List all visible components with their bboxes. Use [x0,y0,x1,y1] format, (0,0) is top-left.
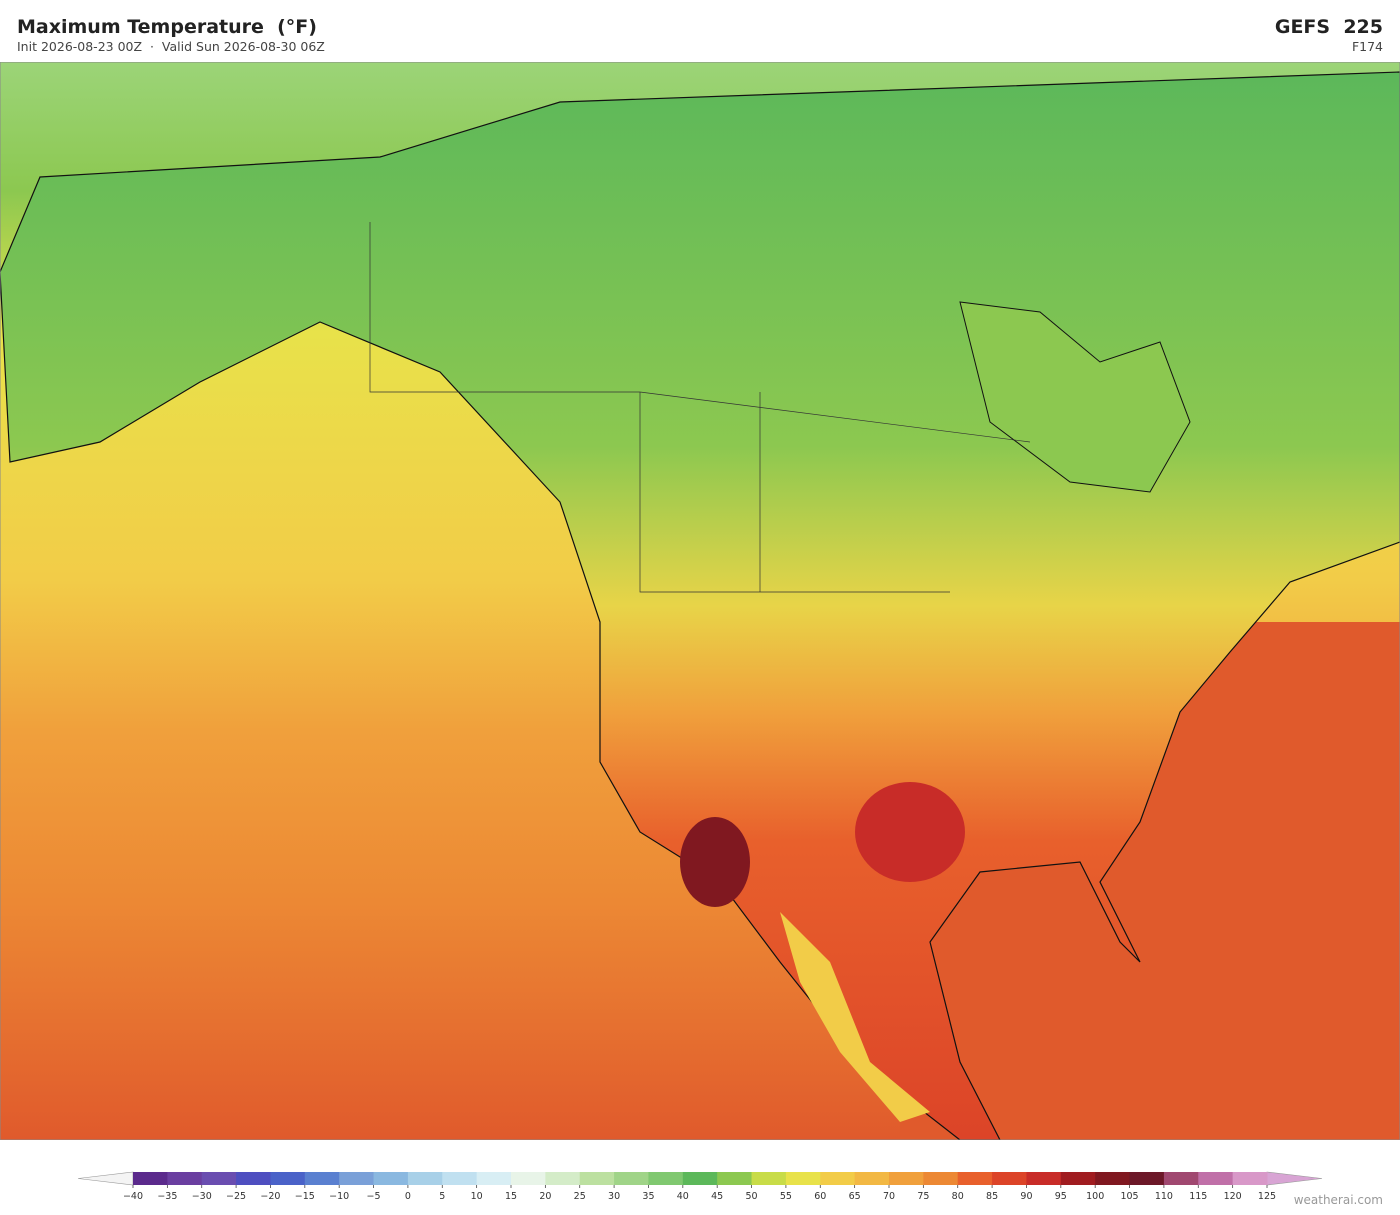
colorbar-tick-label: 80 [952,1191,964,1202]
colorbar-tick-label: 75 [917,1191,929,1202]
colorbar-swatch [785,1172,821,1185]
colorbar-tick-label: −15 [295,1191,315,1202]
colorbar-swatch [442,1172,478,1185]
colorbar-tick-label: 65 [849,1191,861,1202]
borders [369,222,1031,593]
subtitle: Init 2026-08-23 00Z · Valid Sun 2026-08-… [17,39,325,54]
mexico-plateau [780,912,930,1122]
colorbar-swatch [476,1172,512,1185]
colorbar-tick-label: 100 [1086,1191,1104,1202]
title: Maximum Temperature (°F) [17,16,317,38]
colorbar-tick-label: −30 [192,1191,212,1202]
colorbar-tick-label: 110 [1155,1191,1173,1202]
colorbar-swatch [1026,1172,1062,1185]
colorbar-under [77,1171,134,1186]
colorbar-swatch [717,1172,753,1185]
colorbar-swatch [579,1172,615,1185]
colorbar-swatch [1060,1172,1096,1185]
hot-spot [855,782,965,882]
colorbar-tick-label: 0 [405,1191,411,1202]
colorbar-swatch [992,1172,1027,1185]
model: GEFS 225 [1274,16,1383,38]
colorbar-swatch [1163,1172,1199,1185]
colorbar-swatch [511,1172,546,1185]
colorbar-swatch [751,1172,787,1185]
colorbar-swatch [923,1172,959,1185]
colorbar-tick-label: −10 [329,1191,349,1202]
colorbar-tick-label: 50 [745,1191,757,1202]
forecast-hour: F174 [1351,39,1383,54]
colorbar-tick-label: −35 [157,1191,177,1202]
colorbar-tick-label: 35 [642,1191,654,1202]
colorbar-tick-label: 5 [439,1191,445,1202]
colorbar-swatch [339,1172,375,1185]
colorbar-tick-label: 60 [814,1191,826,1202]
hudson-bay [959,301,1191,493]
colorbar-swatch [236,1172,271,1185]
map [0,62,1400,1140]
colorbar-swatch [167,1172,203,1185]
colorbar-tick-label: −40 [123,1191,143,1202]
colorbar-swatch [889,1172,924,1185]
colorbar-swatch [270,1172,306,1185]
colorbar: −40 −35 −30 −25 −20 −15 −10 −5 0 5 10 15 20 25 30 35 40 4… [77,1171,1323,1202]
colorbar-swatch [407,1172,443,1185]
colorbar-tick-label: 40 [677,1191,689,1202]
colorbar-tick-label: 90 [1020,1191,1032,1202]
colorbar-tick-label: −20 [260,1191,280,1202]
colorbar-tick-label: 105 [1120,1191,1138,1202]
colorbar-swatch [1129,1172,1165,1185]
colorbar-tick-label: 120 [1224,1191,1242,1202]
colorbar-tick-label: 85 [986,1191,998,1202]
colorbar-swatch [614,1172,649,1185]
credit: weatherai.com [1293,1193,1383,1207]
colorbar-swatch [373,1172,409,1185]
hot-spot [680,817,750,907]
colorbar-swatch [133,1172,168,1185]
colorbar-swatch [1198,1172,1234,1185]
colorbar-swatch [304,1172,340,1185]
colorbar-tick-label: 45 [711,1191,723,1202]
colorbar-tick-label: 55 [780,1191,792,1202]
colorbar-swatch [1232,1172,1268,1185]
colorbar-tick-label: 115 [1189,1191,1207,1202]
colorbar-tick-label: 10 [471,1191,483,1202]
colorbar-tick-label: 20 [539,1191,551,1202]
colorbar-swatch [648,1172,684,1185]
colorbar-tick-label: 25 [574,1191,586,1202]
colorbar-over [1266,1171,1323,1186]
colorbar-swatch [854,1172,890,1185]
colorbar-swatch [201,1172,237,1185]
colorbar-tick-label: 95 [1055,1191,1067,1202]
colorbar-tick-label: 70 [883,1191,895,1202]
colorbar-swatch [1095,1172,1131,1185]
colorbar-tick-label: 30 [608,1191,620,1202]
colorbar-tick-label: −25 [226,1191,246,1202]
colorbar-swatch [682,1172,718,1185]
colorbar-swatch [820,1172,856,1185]
colorbar-tick-label: 15 [505,1191,517,1202]
colorbar-tick-label: 125 [1258,1191,1276,1202]
colorbar-swatch [545,1172,581,1185]
colorbar-tick-label: −5 [367,1191,381,1202]
colorbar-swatch [957,1172,993,1185]
